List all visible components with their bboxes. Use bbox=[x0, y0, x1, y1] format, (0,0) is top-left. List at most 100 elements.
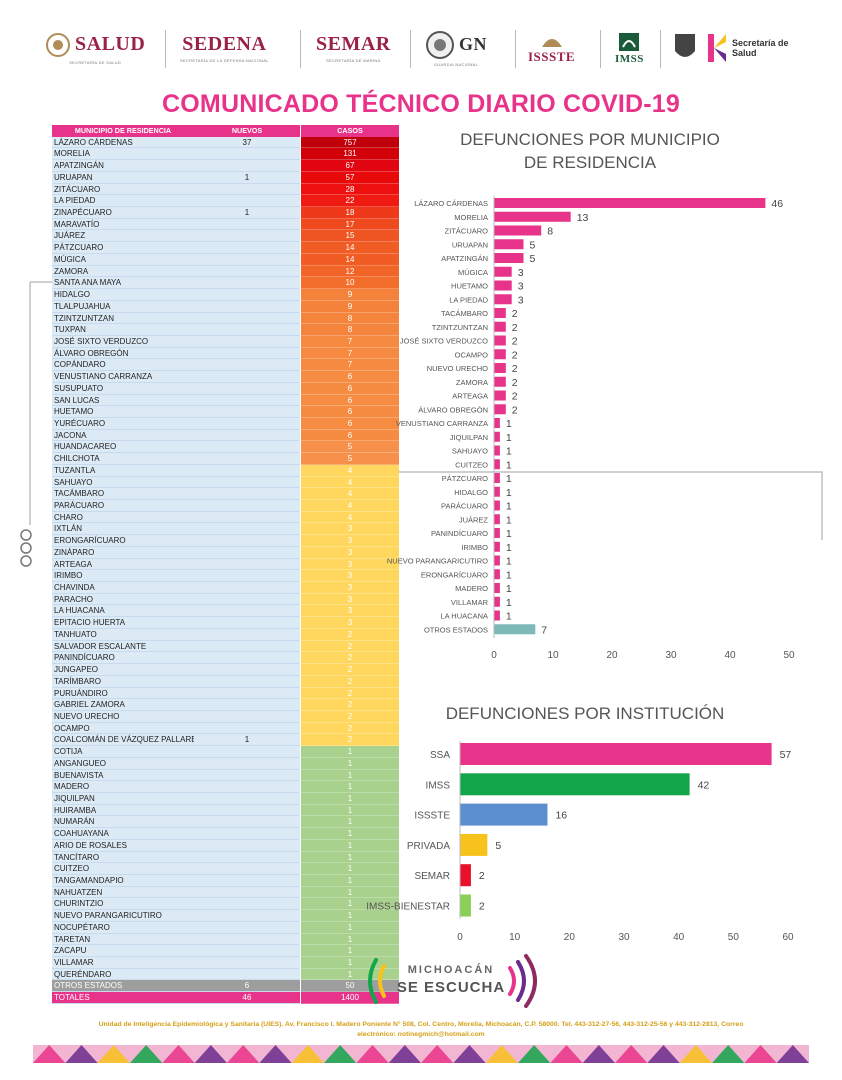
casos-cell: 4 bbox=[301, 476, 399, 489]
band-triangle bbox=[744, 1045, 777, 1063]
issste-logo-text: ISSSTE bbox=[528, 49, 576, 64]
municipio-cell: YURÉCUARO bbox=[52, 417, 194, 430]
municipio-cell: GABRIEL ZAMORA bbox=[52, 699, 194, 711]
category-label: MORELIA bbox=[454, 213, 488, 222]
data-label: 5 bbox=[495, 840, 501, 852]
nuevos-cell bbox=[194, 558, 300, 571]
issste-emblem-icon bbox=[541, 39, 562, 47]
table-row: HIDALGO 9 bbox=[52, 289, 399, 301]
table-row: PURUÁNDIRO 2 bbox=[52, 687, 399, 700]
casos-cell: 3 bbox=[301, 535, 399, 547]
table-row: COPÁNDARO 7 bbox=[52, 359, 399, 372]
bar bbox=[494, 514, 500, 525]
category-label: URUAPAN bbox=[452, 240, 488, 249]
municipio-cell: IRIMBO bbox=[52, 570, 194, 583]
data-label: 7 bbox=[541, 624, 547, 636]
municipio-cell: NAHUATZEN bbox=[52, 886, 194, 899]
x-tick-label: 0 bbox=[457, 932, 463, 943]
casos-cell: 1 bbox=[301, 968, 399, 981]
municipio-cell: PURUÁNDIRO bbox=[52, 687, 194, 700]
semar-logo-subtitle: SECRETARÍA DE MARINA bbox=[326, 58, 381, 63]
casos-cell: 1 bbox=[301, 957, 399, 969]
bar bbox=[460, 743, 772, 765]
casos-cell: 3 bbox=[301, 593, 399, 606]
municipio-cell: ÁLVARO OBREGÓN bbox=[52, 347, 194, 360]
casos-cell: 1 bbox=[301, 945, 399, 958]
casos-cell: 18 bbox=[301, 207, 399, 219]
bar bbox=[494, 280, 512, 291]
category-label: ERONGARÍCUARO bbox=[421, 570, 488, 579]
table-row: COTIJA 1 bbox=[52, 746, 399, 758]
municipio-cell: TARÍMBARO bbox=[52, 675, 194, 688]
nuevos-cell bbox=[194, 746, 300, 758]
table-row: PÁTZCUARO 14 bbox=[52, 242, 399, 254]
logo-separator bbox=[660, 30, 661, 68]
data-label: 3 bbox=[518, 294, 524, 306]
band-triangle bbox=[97, 1045, 130, 1063]
table-row: TUXPAN 8 bbox=[52, 324, 399, 336]
band-triangle bbox=[421, 1045, 454, 1063]
nuevos-cell bbox=[194, 335, 300, 348]
municipio-cell: TZINTZUNTZAN bbox=[52, 312, 194, 325]
table-row: NAHUATZEN 1 bbox=[52, 886, 399, 899]
bar bbox=[494, 459, 500, 470]
casos-cell: 8 bbox=[301, 312, 399, 325]
casos-cell: 28 bbox=[301, 183, 399, 196]
header-logos: SALUD SECRETARÍA DE SALUD SEDENA SECRETA… bbox=[0, 0, 842, 85]
table-row: APATZINGÁN 67 bbox=[52, 160, 399, 172]
data-label: 2 bbox=[512, 404, 518, 416]
table-row: IRIMBO 3 bbox=[52, 570, 399, 583]
category-label: OTROS ESTADOS bbox=[424, 625, 488, 634]
nuevos-cell bbox=[194, 347, 300, 360]
municipio-cell: CHILCHOTA bbox=[52, 453, 194, 465]
bar bbox=[494, 486, 500, 497]
imss-logo-text: IMSS bbox=[615, 53, 644, 65]
table-row: LÁZARO CÁRDENAS 37 757 bbox=[52, 136, 399, 149]
municipio-cell: JUÁREZ bbox=[52, 230, 194, 243]
nuevos-cell bbox=[194, 664, 300, 676]
data-label: 1 bbox=[506, 459, 512, 471]
casos-cell: 12 bbox=[301, 265, 399, 278]
band-triangle bbox=[162, 1045, 195, 1063]
table-row: CHURINTZIO 1 bbox=[52, 898, 399, 911]
nuevos-cell bbox=[194, 429, 300, 442]
category-label: SAHUAYO bbox=[452, 447, 488, 456]
category-label: MADERO bbox=[455, 584, 488, 593]
x-tick-label: 30 bbox=[618, 932, 630, 943]
casos-cell: 1 bbox=[301, 875, 399, 887]
nuevos-cell bbox=[194, 722, 300, 735]
bar bbox=[494, 473, 500, 483]
coat-of-arms-icon bbox=[46, 32, 70, 57]
casos-cell: 1 bbox=[301, 851, 399, 864]
municipio-cell: VILLAMAR bbox=[52, 957, 194, 969]
municipio-cell: ARTEAGA bbox=[52, 558, 194, 571]
casos-cell: 4 bbox=[301, 511, 399, 524]
data-label: 1 bbox=[506, 487, 512, 499]
table-row: SANTA ANA MAYA 10 bbox=[52, 277, 399, 290]
municipio-cell: JIQUILPAN bbox=[52, 792, 194, 805]
municipio-cell: MARAVATÍO bbox=[52, 218, 194, 231]
logo-separator bbox=[600, 30, 601, 68]
casos-cell: 10 bbox=[301, 277, 399, 290]
bar bbox=[494, 335, 506, 346]
category-label: IMSS-BIENESTAR bbox=[366, 902, 450, 913]
footer-line1: Unidad de Inteligencia Epidemiológica y … bbox=[98, 1021, 744, 1028]
table-row: EPITACIO HUERTA 3 bbox=[52, 617, 399, 629]
category-label: JIQUILPAN bbox=[450, 433, 488, 442]
nuevos-cell bbox=[194, 957, 300, 969]
band-triangle bbox=[776, 1045, 809, 1063]
category-label: TACÁMBARO bbox=[441, 309, 488, 318]
municipio-cell: NUEVO PARANGARICUTIRO bbox=[52, 910, 194, 922]
casos-cell: 1 bbox=[301, 828, 399, 840]
casos-cell: 2 bbox=[301, 699, 399, 711]
category-label: VILLAMAR bbox=[451, 598, 489, 607]
category-label: JUÁREZ bbox=[459, 515, 489, 524]
semar-logo: SEMAR SECRETARÍA DE MARINA bbox=[316, 28, 391, 68]
nuevos-cell bbox=[194, 640, 300, 653]
table-row: ANGANGUEO 1 bbox=[52, 757, 399, 770]
table-row: JUÁREZ 15 bbox=[52, 230, 399, 243]
band-triangle bbox=[227, 1045, 260, 1063]
data-label: 1 bbox=[506, 473, 512, 485]
table-row: VENUSTIANO CARRANZA 6 bbox=[52, 371, 399, 383]
guardia-badge-icon bbox=[426, 30, 454, 59]
